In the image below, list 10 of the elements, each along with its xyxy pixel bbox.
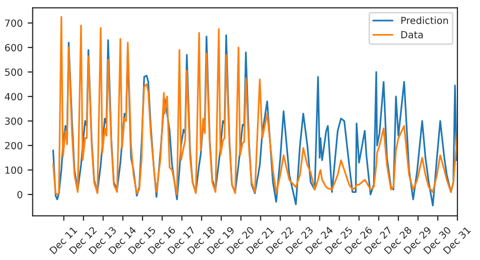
y-tick-label: 700	[5, 19, 22, 27]
y-tick-label: 300	[5, 117, 22, 125]
y-tick-label: 200	[5, 142, 22, 150]
legend-label: Data	[401, 31, 423, 38]
legend-label: Prediction	[401, 16, 448, 24]
y-tick-label: 500	[5, 68, 22, 76]
y-tick-label: 0	[17, 190, 22, 198]
y-tick-label: 400	[4, 92, 22, 100]
y-tick-label: 600	[5, 44, 22, 52]
y-tick-label: 100	[5, 166, 22, 174]
